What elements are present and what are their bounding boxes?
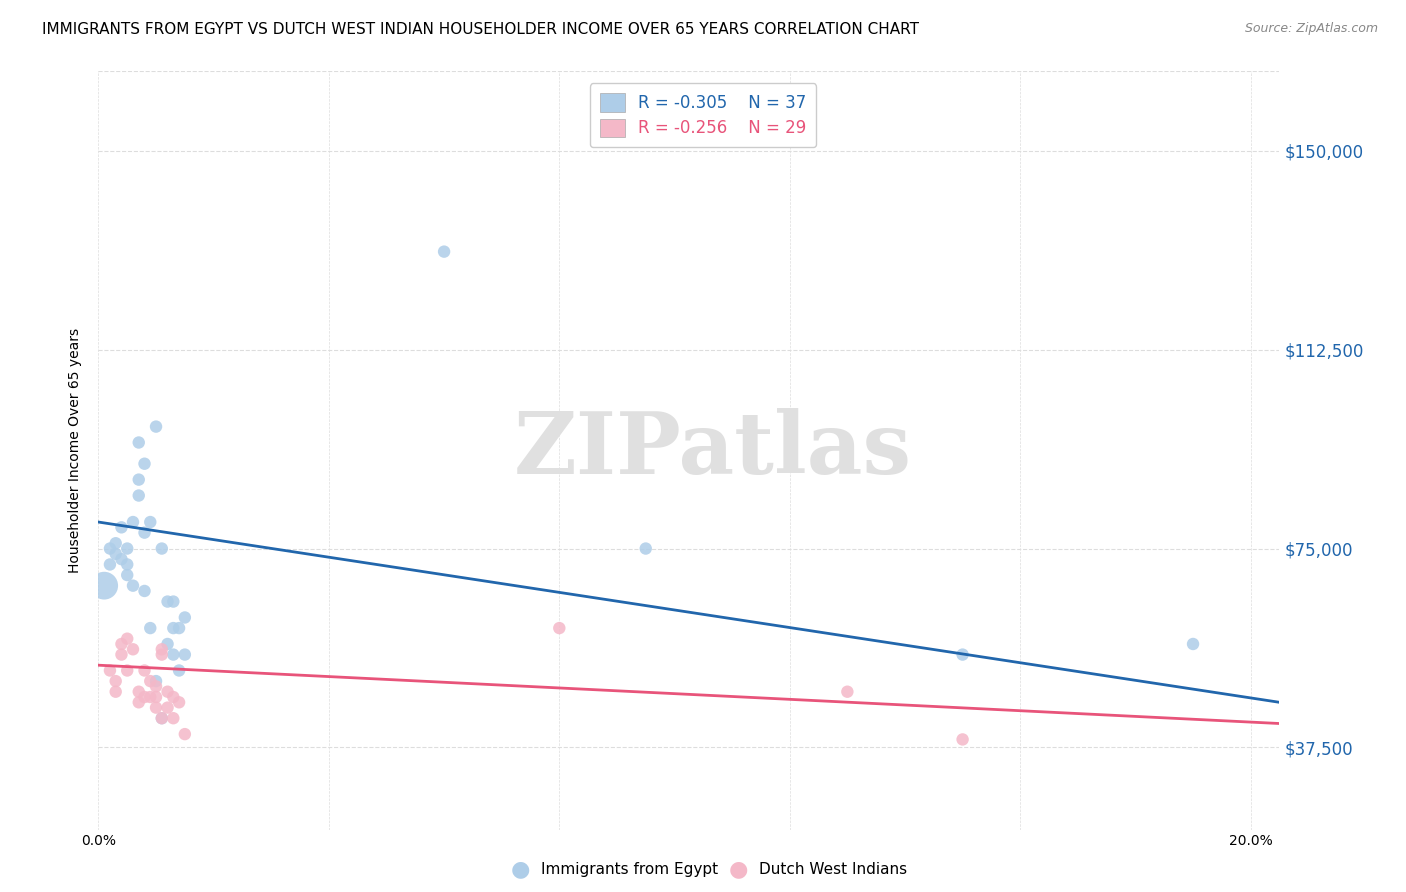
Point xyxy=(128,435,150,450)
Point xyxy=(433,244,456,259)
Point xyxy=(162,594,184,608)
Point xyxy=(548,621,571,635)
Text: ●: ● xyxy=(510,860,530,880)
Legend: R = -0.305    N = 37, R = -0.256    N = 29: R = -0.305 N = 37, R = -0.256 N = 29 xyxy=(591,84,817,147)
Text: Immigrants from Egypt: Immigrants from Egypt xyxy=(541,863,718,877)
Point xyxy=(167,695,190,709)
Point xyxy=(122,579,145,593)
Point xyxy=(145,680,167,694)
Point xyxy=(139,674,162,689)
Point xyxy=(128,489,150,503)
Point xyxy=(110,648,132,662)
Point xyxy=(98,558,121,572)
Point xyxy=(110,552,132,566)
Point xyxy=(122,642,145,657)
Point xyxy=(104,536,127,550)
Point xyxy=(98,541,121,556)
Text: Source: ZipAtlas.com: Source: ZipAtlas.com xyxy=(1244,22,1378,36)
Text: Dutch West Indians: Dutch West Indians xyxy=(759,863,907,877)
Point xyxy=(634,541,657,556)
Point xyxy=(150,648,173,662)
Point xyxy=(952,732,974,747)
Point xyxy=(115,632,138,646)
Point xyxy=(139,515,162,529)
Point xyxy=(128,473,150,487)
Text: ●: ● xyxy=(728,860,748,880)
Point xyxy=(156,594,179,608)
Point xyxy=(162,690,184,704)
Point xyxy=(115,664,138,678)
Point xyxy=(162,621,184,635)
Point xyxy=(122,515,145,529)
Point xyxy=(162,648,184,662)
Point xyxy=(150,541,173,556)
Point xyxy=(145,674,167,689)
Point xyxy=(156,684,179,698)
Point xyxy=(145,700,167,714)
Point xyxy=(104,674,127,689)
Point xyxy=(134,525,156,540)
Point xyxy=(952,648,974,662)
Point xyxy=(98,664,121,678)
Point xyxy=(134,457,156,471)
Point xyxy=(1182,637,1205,651)
Point xyxy=(173,648,195,662)
Text: ZIPatlas: ZIPatlas xyxy=(513,409,911,492)
Point xyxy=(104,684,127,698)
Point xyxy=(150,711,173,725)
Point xyxy=(115,558,138,572)
Point xyxy=(139,690,162,704)
Point xyxy=(156,700,179,714)
Point xyxy=(173,610,195,624)
Point xyxy=(110,637,132,651)
Point xyxy=(139,621,162,635)
Point xyxy=(93,579,115,593)
Point xyxy=(128,684,150,698)
Point xyxy=(134,690,156,704)
Point xyxy=(145,690,167,704)
Text: IMMIGRANTS FROM EGYPT VS DUTCH WEST INDIAN HOUSEHOLDER INCOME OVER 65 YEARS CORR: IMMIGRANTS FROM EGYPT VS DUTCH WEST INDI… xyxy=(42,22,920,37)
Point xyxy=(167,664,190,678)
Point xyxy=(145,419,167,434)
Point xyxy=(115,541,138,556)
Point xyxy=(162,711,184,725)
Point xyxy=(150,642,173,657)
Y-axis label: Householder Income Over 65 years: Householder Income Over 65 years xyxy=(69,328,83,573)
Point xyxy=(134,664,156,678)
Point xyxy=(156,637,179,651)
Point xyxy=(128,695,150,709)
Point xyxy=(173,727,195,741)
Point xyxy=(110,520,132,534)
Point xyxy=(134,584,156,599)
Point xyxy=(837,684,859,698)
Point xyxy=(104,547,127,561)
Point xyxy=(167,621,190,635)
Point xyxy=(150,711,173,725)
Point xyxy=(115,568,138,582)
